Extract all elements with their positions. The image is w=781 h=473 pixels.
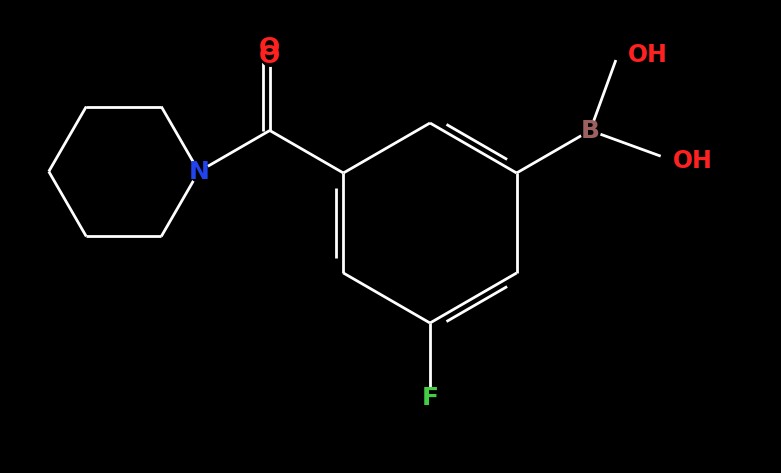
Text: B: B — [581, 119, 600, 142]
Text: O: O — [259, 44, 280, 68]
Text: OH: OH — [672, 149, 712, 173]
Text: O: O — [259, 35, 280, 60]
Text: F: F — [422, 386, 438, 410]
Text: N: N — [188, 159, 209, 184]
Text: OH: OH — [628, 43, 668, 67]
